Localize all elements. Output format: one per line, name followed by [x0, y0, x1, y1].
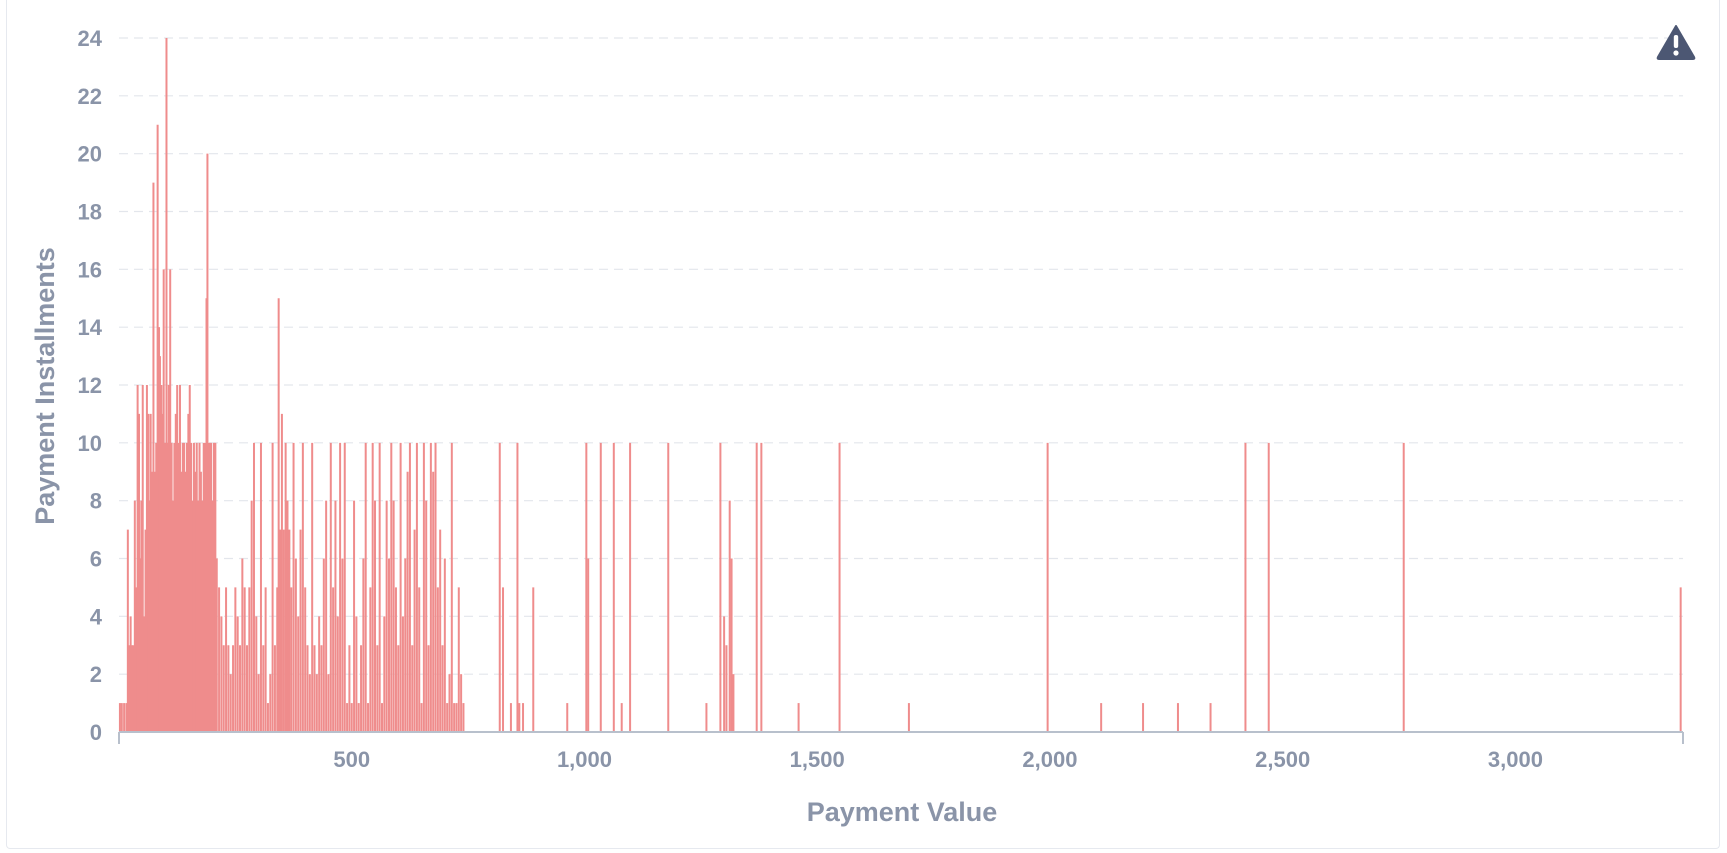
x-axis-ticks: 500 1,000 1,500 2,000 2,500 3,000 [118, 732, 1684, 772]
x-tick-label: 1,000 [557, 747, 612, 772]
bars [118, 38, 1682, 732]
x-tick-label: 2,000 [1022, 747, 1077, 772]
x-tick-label: 3,000 [1488, 747, 1543, 772]
y-tick-label: 6 [90, 547, 102, 572]
y-tick-label: 24 [78, 26, 103, 51]
y-tick-label: 10 [78, 431, 102, 456]
x-tick-label: 500 [333, 747, 370, 772]
y-tick-label: 18 [78, 200, 102, 225]
y-tick-label: 8 [90, 489, 102, 514]
y-tick-label: 4 [90, 604, 103, 629]
y-axis-title: Payment Installments [30, 247, 60, 525]
y-tick-label: 14 [78, 315, 103, 340]
y-tick-label: 12 [78, 373, 102, 398]
chart-card [6, 0, 1720, 849]
y-tick-label: 2 [90, 662, 102, 687]
warning-icon[interactable] [1656, 24, 1696, 60]
x-tick-label: 1,500 [790, 747, 845, 772]
x-tick-label: 2,500 [1255, 747, 1310, 772]
y-tick-label: 22 [78, 84, 102, 109]
y-tick-label: 16 [78, 257, 102, 282]
x-axis-title: Payment Value [807, 797, 998, 827]
y-tick-label: 0 [90, 720, 102, 745]
y-tick-label: 20 [78, 142, 102, 167]
